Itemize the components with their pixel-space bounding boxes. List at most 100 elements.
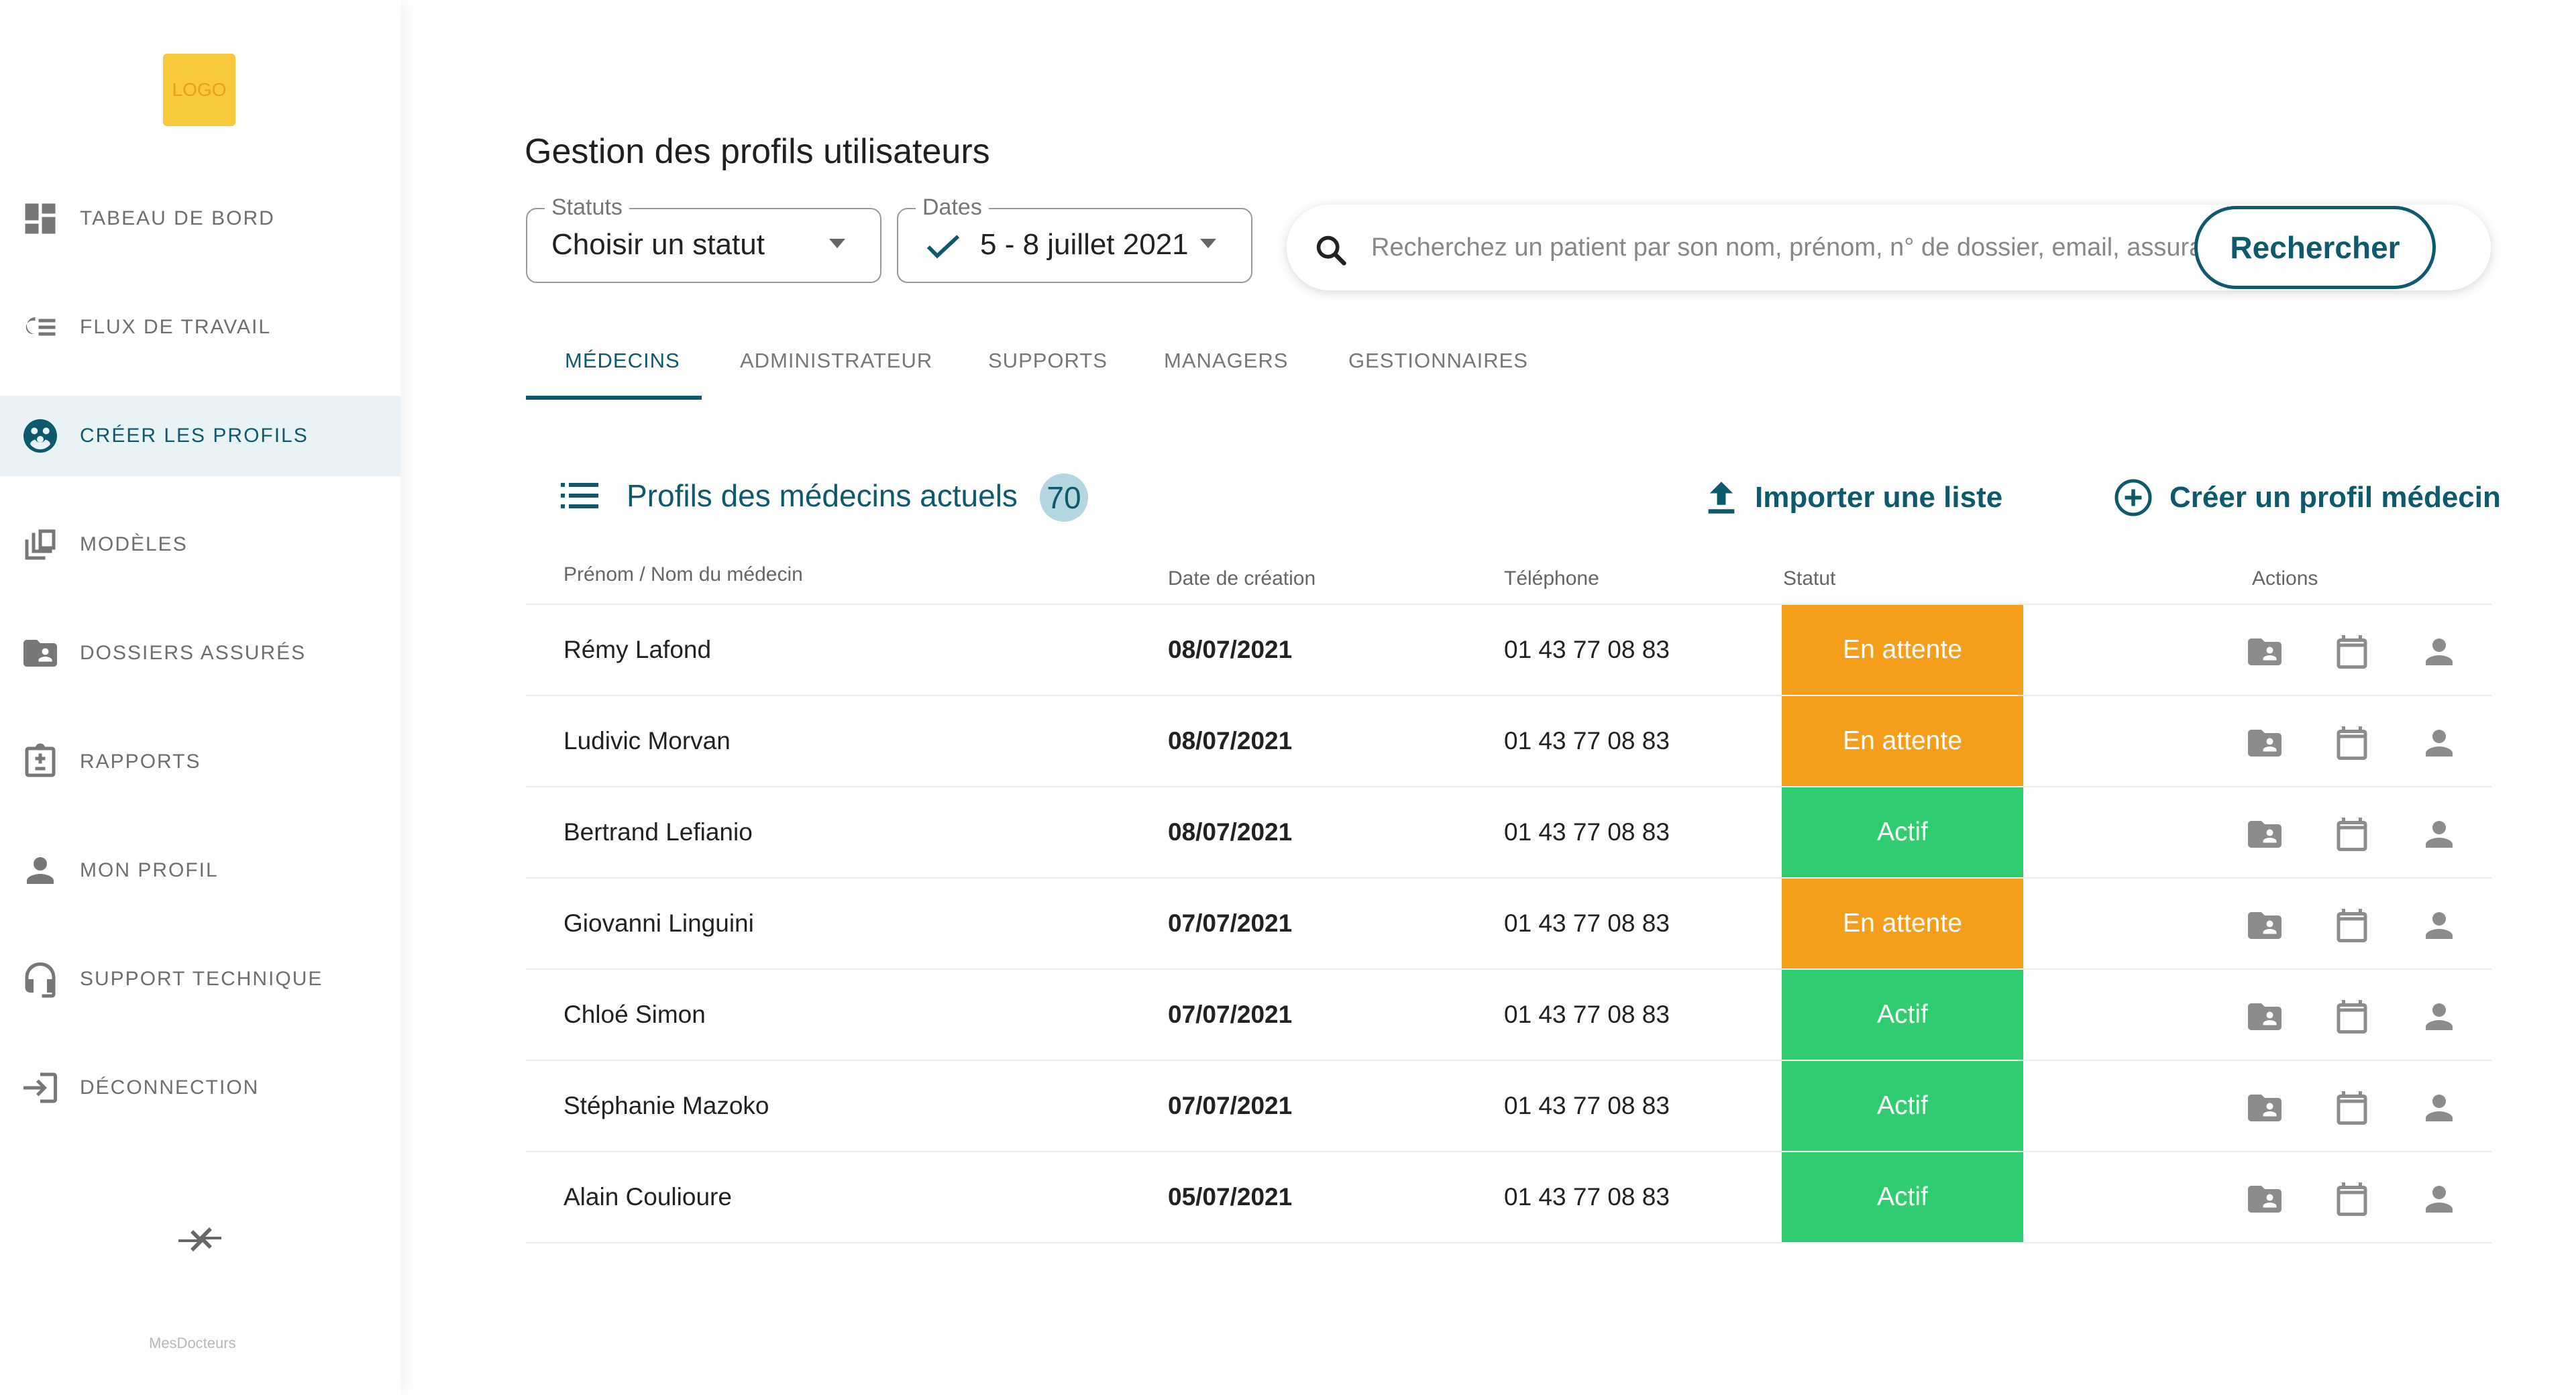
table-row[interactable]: Bertrand Lefianio 08/07/2021 01 43 77 08 8…: [526, 787, 2491, 879]
sidebar-item-label: FLUX DE TRAVAIL: [80, 316, 272, 338]
create-profile-button[interactable]: Créer un profil médecin: [2113, 478, 2501, 518]
sidebar-item-tableau-de-bord[interactable]: TABEAU DE BORD: [0, 178, 400, 259]
calendar-icon[interactable]: [2332, 814, 2372, 854]
sidebar-item-modeles[interactable]: MODÈLES: [0, 504, 400, 585]
brand-logo: MesDocteurs: [149, 1335, 236, 1351]
search-input[interactable]: [1371, 221, 2243, 274]
sidebar-item-dossiers-assures[interactable]: DOSSIERS ASSURÉS: [0, 613, 400, 693]
status-badge: Actif: [1782, 970, 2023, 1060]
calendar-icon[interactable]: [2332, 997, 2372, 1037]
table-row[interactable]: Stéphanie Mazoko 07/07/2021 01 43 77 08 83…: [526, 1061, 2491, 1152]
page-title: Gestion des profils utilisateurs: [525, 132, 990, 171]
dashboard-icon: [19, 197, 62, 240]
sidebar-item-label: DOSSIERS ASSURÉS: [80, 642, 307, 664]
calendar-icon[interactable]: [2332, 723, 2372, 763]
search-button[interactable]: Rechercher: [2194, 206, 2436, 289]
dates-select[interactable]: Dates 5 - 8 juillet 2021: [897, 194, 1252, 283]
folder-icon[interactable]: [2245, 1179, 2285, 1219]
doctor-name: Chloé Simon: [564, 1001, 706, 1028]
creation-date: 05/07/2021: [1168, 1183, 1293, 1211]
search-icon: [1316, 235, 1346, 266]
sidebar-item-label: SUPPORT TECHNIQUE: [80, 968, 323, 990]
column-header-date: Date de création: [1168, 567, 1316, 590]
status-badge: En attente: [1782, 605, 2023, 695]
collapse-icon[interactable]: [176, 1221, 224, 1258]
phone-number: 01 43 77 08 83: [1504, 1001, 1670, 1028]
import-list-label: Importer une liste: [1755, 481, 2003, 514]
sidebar-item-mon-profil[interactable]: MON PROFIL: [0, 830, 400, 911]
tab-administrateur[interactable]: ADMINISTRATEUR: [740, 349, 933, 372]
user-icon[interactable]: [2419, 723, 2459, 763]
calendar-icon[interactable]: [2332, 1179, 2372, 1219]
sidebar-item-label: CRÉER LES PROFILS: [80, 425, 309, 447]
folder-icon[interactable]: [2245, 1088, 2285, 1128]
user-icon[interactable]: [2419, 1088, 2459, 1128]
doctor-name: Alain Coulioure: [564, 1183, 732, 1211]
folder-icon[interactable]: [2245, 632, 2285, 672]
calendar-icon[interactable]: [2332, 1088, 2372, 1128]
doctor-name: Rémy Lafond: [564, 636, 712, 663]
table-row[interactable]: Giovanni Linguini 07/07/2021 01 43 77 08 8…: [526, 879, 2491, 970]
status-select[interactable]: Statuts Choisir un statut: [526, 194, 881, 283]
doctor-name: Giovanni Linguini: [564, 909, 754, 937]
import-list-button[interactable]: Importer une liste: [1704, 478, 2002, 518]
user-icon[interactable]: [2419, 1179, 2459, 1219]
creation-date: 07/07/2021: [1168, 1092, 1293, 1119]
sidebar-item-flux-de-travail[interactable]: FLUX DE TRAVAIL: [0, 287, 400, 368]
dates-select-label: Dates: [916, 194, 989, 221]
sidebar-item-label: DÉCONNECTION: [80, 1076, 260, 1099]
doctor-name: Stéphanie Mazoko: [564, 1092, 769, 1119]
search-bar: Rechercher: [1287, 205, 2491, 290]
phone-number: 01 43 77 08 83: [1504, 1183, 1670, 1211]
tab-medecins[interactable]: MÉDECINS: [565, 349, 680, 372]
column-header-actions: Actions: [2252, 567, 2318, 590]
report-icon: [19, 740, 62, 783]
user-icon[interactable]: [2419, 997, 2459, 1037]
creation-date: 08/07/2021: [1168, 727, 1293, 755]
user-icon: [19, 849, 62, 892]
calendar-icon[interactable]: [2332, 632, 2372, 672]
add-circle-icon: [2114, 479, 2152, 516]
table-row[interactable]: Rémy Lafond 08/07/2021 01 43 77 08 83 En at…: [526, 605, 2491, 696]
tab-gestionnaires[interactable]: GESTIONNAIRES: [1348, 349, 1528, 372]
count-badge: 70: [1040, 473, 1088, 522]
folder-icon: [19, 632, 62, 675]
sidebar-item-rapports[interactable]: RAPPORTS: [0, 722, 400, 802]
status-badge: Actif: [1782, 1152, 2023, 1242]
folder-icon[interactable]: [2245, 723, 2285, 763]
user-icon[interactable]: [2419, 814, 2459, 854]
sidebar-item-label: MODÈLES: [80, 533, 188, 555]
sidebar-item-label: TABEAU DE BORD: [80, 207, 275, 229]
phone-number: 01 43 77 08 83: [1504, 636, 1670, 663]
phone-number: 01 43 77 08 83: [1504, 818, 1670, 846]
table-row[interactable]: Alain Coulioure 05/07/2021 01 43 77 08 83 A…: [526, 1152, 2491, 1243]
chevron-down-icon: [1200, 239, 1216, 248]
calendar-icon[interactable]: [2332, 905, 2372, 946]
phone-number: 01 43 77 08 83: [1504, 909, 1670, 937]
logo[interactable]: LOGO: [163, 54, 235, 126]
status-badge: En attente: [1782, 696, 2023, 786]
table-row[interactable]: Ludivic Morvan 08/07/2021 01 43 77 08 83 En…: [526, 696, 2491, 787]
check-icon: [926, 235, 960, 259]
creation-date: 07/07/2021: [1168, 1001, 1293, 1028]
status-badge: En attente: [1782, 879, 2023, 968]
table-row[interactable]: Chloé Simon 07/07/2021 01 43 77 08 83 Actif: [526, 970, 2491, 1061]
folder-icon[interactable]: [2245, 905, 2285, 946]
folder-icon[interactable]: [2245, 814, 2285, 854]
folder-icon[interactable]: [2245, 997, 2285, 1037]
sidebar-item-deconnection[interactable]: DÉCONNECTION: [0, 1048, 400, 1128]
sidebar-item-creer-les-profils[interactable]: CRÉER LES PROFILS: [0, 396, 400, 476]
phone-number: 01 43 77 08 83: [1504, 727, 1670, 755]
doctor-name: Bertrand Lefianio: [564, 818, 753, 846]
sidebar-item-support-technique[interactable]: SUPPORT TECHNIQUE: [0, 939, 400, 1019]
status-select-label: Statuts: [545, 194, 629, 221]
tab-managers[interactable]: MANAGERS: [1164, 349, 1289, 372]
column-header-status: Statut: [1783, 567, 1836, 590]
tab-supports[interactable]: SUPPORTS: [988, 349, 1108, 372]
dates-select-value: 5 - 8 juillet 2021: [980, 228, 1189, 261]
creation-date: 08/07/2021: [1168, 636, 1293, 663]
user-icon[interactable]: [2419, 905, 2459, 946]
user-icon[interactable]: [2419, 632, 2459, 672]
create-profile-label: Créer un profil médecin: [2169, 481, 2501, 514]
workflow-icon: [19, 306, 62, 349]
